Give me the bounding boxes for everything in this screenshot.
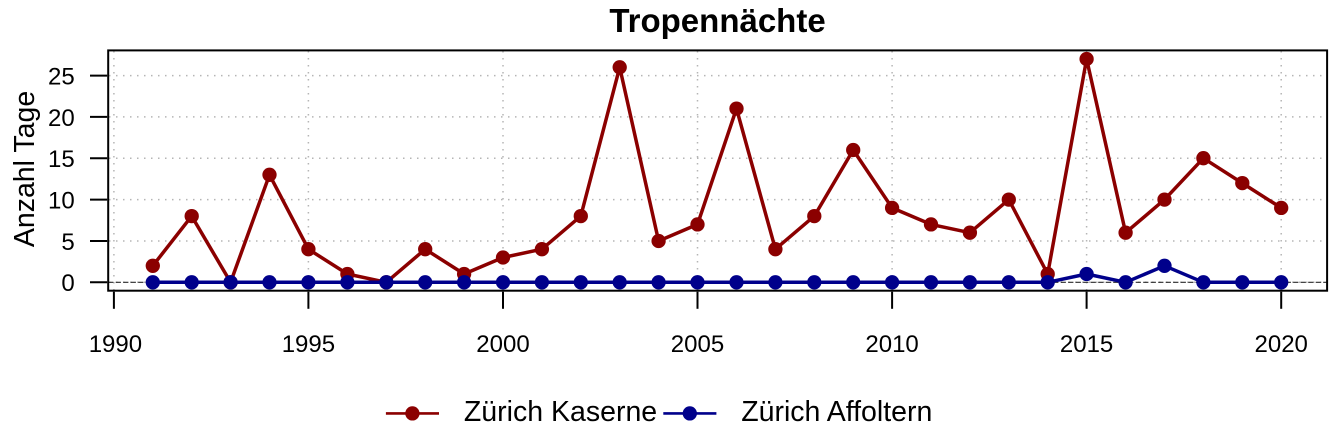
svg-text:5: 5 xyxy=(61,229,74,256)
svg-text:10: 10 xyxy=(48,188,75,215)
svg-text:Zürich Kaserne: Zürich Kaserne xyxy=(464,396,657,428)
svg-text:2010: 2010 xyxy=(865,331,918,358)
svg-text:2020: 2020 xyxy=(1255,331,1308,358)
svg-text:15: 15 xyxy=(48,146,75,173)
svg-text:2000: 2000 xyxy=(476,331,529,358)
svg-text:1990: 1990 xyxy=(89,331,142,358)
svg-text:25: 25 xyxy=(48,64,75,91)
svg-text:Tropennächte: Tropennächte xyxy=(609,2,825,39)
svg-text:2005: 2005 xyxy=(671,331,724,358)
svg-text:Anzahl Tage: Anzahl Tage xyxy=(9,91,41,247)
svg-text:Zürich Affoltern: Zürich Affoltern xyxy=(741,396,932,428)
svg-text:20: 20 xyxy=(48,105,75,132)
svg-text:0: 0 xyxy=(61,270,74,297)
svg-text:2015: 2015 xyxy=(1060,331,1113,358)
svg-text:1995: 1995 xyxy=(282,331,335,358)
